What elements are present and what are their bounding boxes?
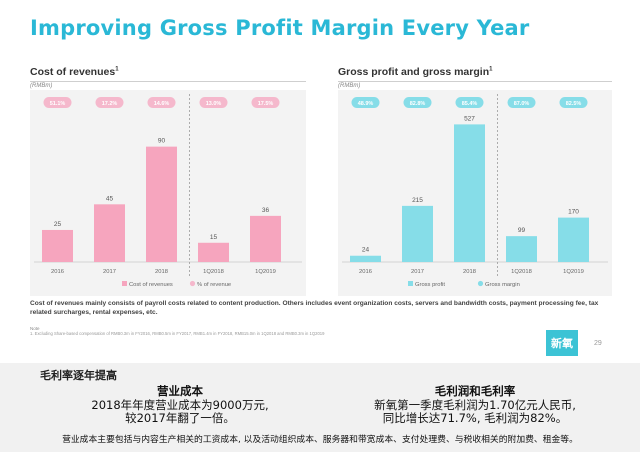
cn-left-line2: 较2017年翻了一倍。 [125,411,235,425]
cost-of-revenues-chart: 51.1% 25 2016 17.2% 45 2017 14.6% 90 2018 13.0% 15… [34,94,302,288]
cost-bar-0 [42,229,73,262]
gross-category-label-3: 1Q2018 [511,269,532,275]
slide-title: Improving Gross Profit Margin Every Year [30,16,530,40]
cost-pill-0 [43,97,72,108]
gross-category-label-4: 1Q2019 [563,269,584,275]
gross-category-label-2: 2018 [463,269,476,275]
gross-pct-label-1: 82.8% [410,101,426,107]
gross-legend-label-pct: Gross margin [485,282,520,288]
cost-value-label-1: 45 [106,195,114,202]
gross-legend-swatch-bar [408,281,413,286]
page-number: 29 [594,340,602,347]
cost-bar-4 [250,215,281,262]
cost-category-label-2: 2018 [155,269,168,275]
gross-bar-3 [506,236,537,262]
cost-chart-title-sup: 1 [115,66,119,73]
cost-pct-label-0: 51.1% [50,101,66,107]
cn-left-line1: 2018年年度营业成本为9000万元, [91,397,269,412]
cn-left-title: 营业成本 [157,384,203,398]
cost-pct-label-2: 14.6% [154,101,170,107]
gross-chart-title-sup: 1 [489,66,493,73]
gross-chart-title-rule [338,81,612,82]
gross-category-label-0: 2016 [359,269,372,275]
cost-pct-label-3: 13.0% [206,101,222,107]
cn-heading: 毛利率逐年提高 [40,369,117,382]
gross-value-label-3: 99 [518,227,526,234]
gross-bar-0 [350,255,381,262]
gross-pill-3 [507,97,536,108]
cost-pill-1 [95,97,124,108]
cost-bar-3 [198,242,229,262]
cost-chart-title: Cost of revenues1 [30,66,119,78]
cost-category-label-0: 2016 [51,269,64,275]
cost-category-label-4: 1Q2019 [255,269,276,275]
gross-bar-2 [454,124,485,262]
gross-pill-2 [455,97,484,108]
cost-bar-2 [146,146,177,262]
gross-chart-title-text: Gross profit and gross margin [338,66,490,78]
slide: Improving Gross Profit Margin Every Year… [30,16,612,356]
gross-pill-1 [403,97,432,108]
cost-value-label-2: 90 [158,138,166,145]
gross-value-label-2: 527 [464,115,475,122]
gross-pct-label-3: 87.0% [514,101,530,107]
note-text: 1. Excluding Share-based compensation of… [30,331,325,336]
cn-right-block: 毛利润和毛利率 新氧第一季度毛利润为1.70亿元人民币, 同比增长达71.7%,… [320,384,630,426]
gross-legend-swatch-pct [477,280,484,287]
chinese-caption-area [0,363,640,452]
gross-profit-chart: 48.9% 24 2016 82.8% 215 2017 85.4% 527 2018 87.0%… [342,94,608,288]
cost-legend-label-pct: % of revenue [197,282,231,288]
soyoung-logo: 新氧 [546,330,578,356]
cn-right-line1: 新氧第一季度毛利润为1.70亿元人民币, [374,397,576,412]
cost-chart-title-rule [30,81,306,82]
gross-value-label-1: 215 [412,197,423,204]
gross-pct-label-4: 82.5% [566,101,582,107]
cn-footnote: 营业成本主要包括与内容生产相关的工资成本, 以及活动组织成本、服务器和带宽成本、… [62,435,578,445]
cost-value-label-3: 15 [210,234,218,241]
gross-legend-label-bar: Gross profit [415,282,445,288]
gross-value-label-0: 24 [362,247,370,254]
cost-pill-3 [199,97,228,108]
gross-pill-4 [559,97,588,108]
gross-category-label-1: 2017 [411,269,424,275]
gross-chart-unit: (RMBm) [338,83,361,89]
cost-category-label-3: 1Q2018 [203,269,224,275]
cost-pill-2 [147,97,176,108]
cost-pill-4 [251,97,280,108]
cost-value-label-0: 25 [54,221,62,228]
note-label: Note [30,326,40,331]
cn-right-line2: 同比增长达71.7%, 毛利润为82%。 [382,411,568,425]
cost-legend-swatch-pct [189,280,196,287]
cost-pct-label-4: 17.5% [258,101,274,107]
cost-pct-label-1: 17.2% [102,101,118,107]
gross-pct-label-0: 48.9% [358,101,374,107]
cost-category-label-1: 2017 [103,269,116,275]
gross-chart-title: Gross profit and gross margin1 [338,66,492,78]
cost-bar-1 [94,204,125,262]
cost-value-label-4: 36 [262,207,270,214]
cn-left-block: 营业成本 2018年年度营业成本为9000万元, 较2017年翻了一倍。 [30,384,330,426]
gross-pill-0 [351,97,380,108]
cost-chart-title-text: Cost of revenues [30,66,116,78]
footer-description: Cost of revenues mainly consists of payr… [30,300,599,316]
gross-pct-label-2: 85.4% [462,101,478,107]
gross-bar-4 [558,217,589,262]
gross-bar-1 [402,205,433,262]
cost-legend-swatch-bar [122,281,127,286]
cn-right-title: 毛利润和毛利率 [434,384,516,398]
cost-legend-label-bar: Cost of revenues [129,282,173,288]
cost-chart-unit: (RMBm) [30,83,53,89]
gross-value-label-4: 170 [568,209,579,216]
